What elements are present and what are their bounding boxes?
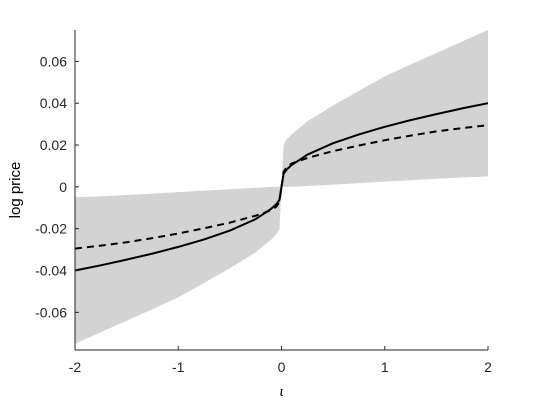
x-axis-label: ι [279,384,283,400]
confidence-band-layer [75,30,488,344]
y-tick-label: 0.04 [40,95,67,111]
solid-series-line [74,102,489,272]
x-tick-label: 2 [484,359,492,375]
series-layer [74,102,489,272]
y-axis-label: log price [7,162,24,219]
y-tick-label: 0 [59,179,67,195]
confidence-band [75,30,488,344]
y-tick-label: 0.06 [40,53,67,69]
x-tick-label: -1 [172,359,185,375]
x-tick-label: 1 [381,359,389,375]
y-tick-label: -0.02 [35,221,67,237]
x-tick-label: -2 [69,359,82,375]
ticks-layer: -2 -1 0 1 2 -0.06 -0.04 -0.02 0 0.02 0.04 0.06 [35,53,492,375]
x-tick-label: 0 [278,359,286,375]
y-tick-label: -0.06 [35,304,67,320]
y-tick-label: -0.04 [35,263,67,279]
y-tick-label: 0.02 [40,137,67,153]
